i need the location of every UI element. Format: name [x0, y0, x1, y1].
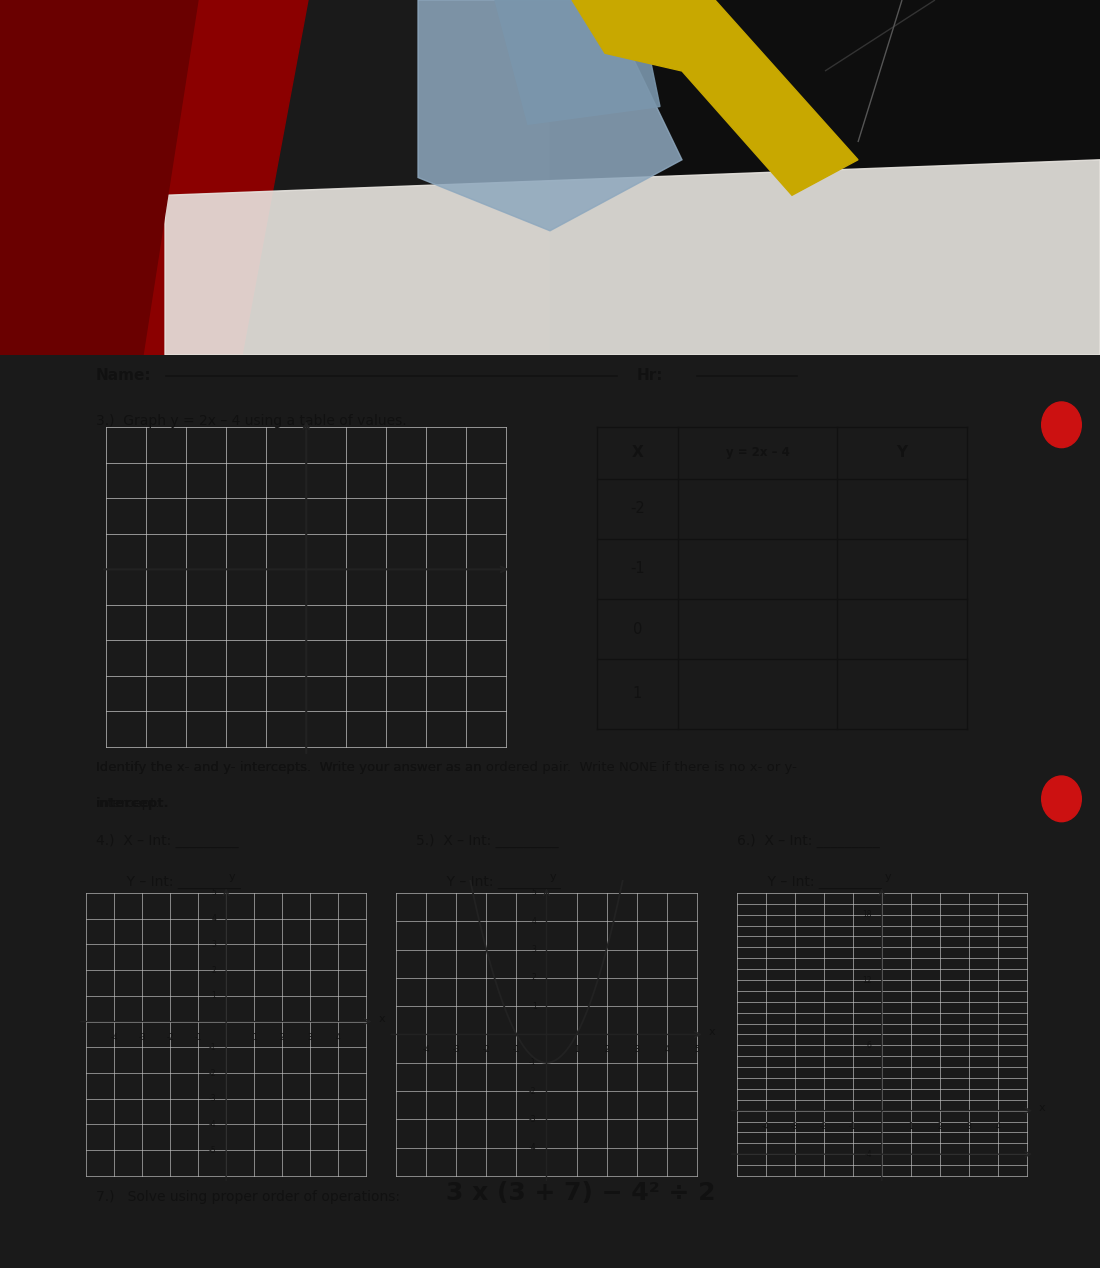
Text: 3: 3: [308, 1032, 312, 1041]
Text: X: X: [631, 445, 644, 460]
Text: 5: 5: [211, 889, 216, 898]
Text: intercept.: intercept.: [96, 798, 169, 810]
Text: 1: 1: [574, 1045, 579, 1055]
Text: y: y: [229, 872, 235, 883]
Text: 2: 2: [604, 1045, 609, 1055]
Text: 3 x (3 + 7) − 4² ÷ 2: 3 x (3 + 7) − 4² ÷ 2: [447, 1181, 716, 1205]
Text: 18: 18: [862, 910, 872, 919]
Text: -2: -2: [820, 1122, 827, 1131]
Text: Name:: Name:: [96, 368, 152, 383]
Text: 1: 1: [211, 992, 216, 1000]
Text: x: x: [708, 1027, 715, 1037]
Text: y: y: [884, 872, 891, 883]
Text: -3: -3: [791, 1122, 799, 1131]
Text: 0: 0: [632, 621, 642, 637]
Text: -4: -4: [529, 1144, 537, 1153]
Polygon shape: [165, 160, 1100, 355]
Text: intercept.: intercept.: [96, 798, 161, 810]
Text: -3: -3: [452, 1045, 460, 1055]
Polygon shape: [418, 0, 682, 231]
Text: 4: 4: [211, 914, 216, 923]
Text: Y – Int: _________: Y – Int: _________: [416, 875, 561, 889]
Text: -1: -1: [195, 1032, 202, 1041]
Text: -3: -3: [209, 1094, 216, 1103]
Polygon shape: [0, 0, 308, 355]
Text: -3: -3: [529, 1115, 537, 1123]
Polygon shape: [550, 0, 1100, 355]
Text: 5.)  X – Int: _________: 5.) X – Int: _________: [416, 833, 559, 848]
Text: x: x: [1040, 1103, 1046, 1113]
Text: x: x: [378, 1014, 385, 1023]
Text: 2: 2: [211, 966, 216, 975]
Text: 1: 1: [252, 1032, 256, 1041]
Text: 1: 1: [531, 1002, 537, 1011]
Text: -4: -4: [865, 1150, 872, 1159]
Text: y: y: [550, 872, 557, 883]
Text: Y – Int: _________: Y – Int: _________: [737, 875, 881, 889]
Text: 4: 4: [531, 917, 537, 926]
Text: 4: 4: [996, 1122, 1000, 1131]
Text: -2: -2: [483, 1045, 491, 1055]
Text: y = 2x – 4: y = 2x – 4: [726, 446, 790, 459]
Text: 1: 1: [632, 686, 642, 701]
Text: 1: 1: [909, 1122, 913, 1131]
Text: 3: 3: [967, 1122, 971, 1131]
Text: -3: -3: [139, 1032, 146, 1041]
Text: -1: -1: [513, 1045, 520, 1055]
Text: -1: -1: [209, 1042, 216, 1051]
Polygon shape: [572, 0, 858, 195]
Text: 4.)  X – Int: _________: 4.) X – Int: _________: [96, 833, 239, 848]
Text: -4: -4: [422, 1045, 430, 1055]
Text: Identify the x- and y- intercepts.  Write your answer as an: Identify the x- and y- intercepts. Write…: [96, 761, 486, 773]
Text: -2: -2: [529, 1087, 537, 1096]
Text: 2: 2: [937, 1122, 943, 1131]
Text: 2: 2: [279, 1032, 285, 1041]
Text: Y: Y: [896, 445, 907, 460]
Text: 12: 12: [862, 975, 872, 984]
Text: 3.)  Graph y = 2x – 4 using a table of values.: 3.) Graph y = 2x – 4 using a table of va…: [96, 413, 407, 427]
Text: -1: -1: [630, 562, 645, 577]
Text: -5: -5: [209, 1146, 216, 1155]
Text: -2: -2: [630, 501, 645, 516]
Text: 2: 2: [531, 974, 537, 983]
Text: -4: -4: [110, 1032, 118, 1041]
Text: Hr:: Hr:: [637, 368, 663, 383]
Text: -1: -1: [529, 1059, 537, 1068]
Text: 3: 3: [531, 945, 537, 954]
Text: 4: 4: [336, 1032, 341, 1041]
Text: -4: -4: [762, 1122, 770, 1131]
Text: -2: -2: [209, 1069, 216, 1078]
Text: 6: 6: [867, 1041, 872, 1050]
Polygon shape: [858, 0, 902, 142]
Text: 6.)  X – Int: _________: 6.) X – Int: _________: [737, 833, 879, 848]
Polygon shape: [495, 0, 660, 124]
Text: 7.)   Solve using proper order of operations:: 7.) Solve using proper order of operatio…: [96, 1189, 400, 1203]
Text: 4: 4: [664, 1045, 669, 1055]
Text: Y – Int: _________: Y – Int: _________: [96, 875, 241, 889]
Text: -1: -1: [849, 1122, 857, 1131]
Polygon shape: [0, 0, 198, 355]
Text: Identify the x- and y- intercepts.  Write your answer as an ordered pair.  Write: Identify the x- and y- intercepts. Write…: [96, 761, 796, 773]
Text: -4: -4: [209, 1120, 216, 1129]
Text: 5: 5: [531, 889, 537, 898]
Text: 3: 3: [634, 1045, 639, 1055]
Text: 5: 5: [694, 1045, 700, 1055]
Text: 3: 3: [211, 940, 216, 948]
Text: -2: -2: [166, 1032, 174, 1041]
Polygon shape: [825, 0, 935, 71]
